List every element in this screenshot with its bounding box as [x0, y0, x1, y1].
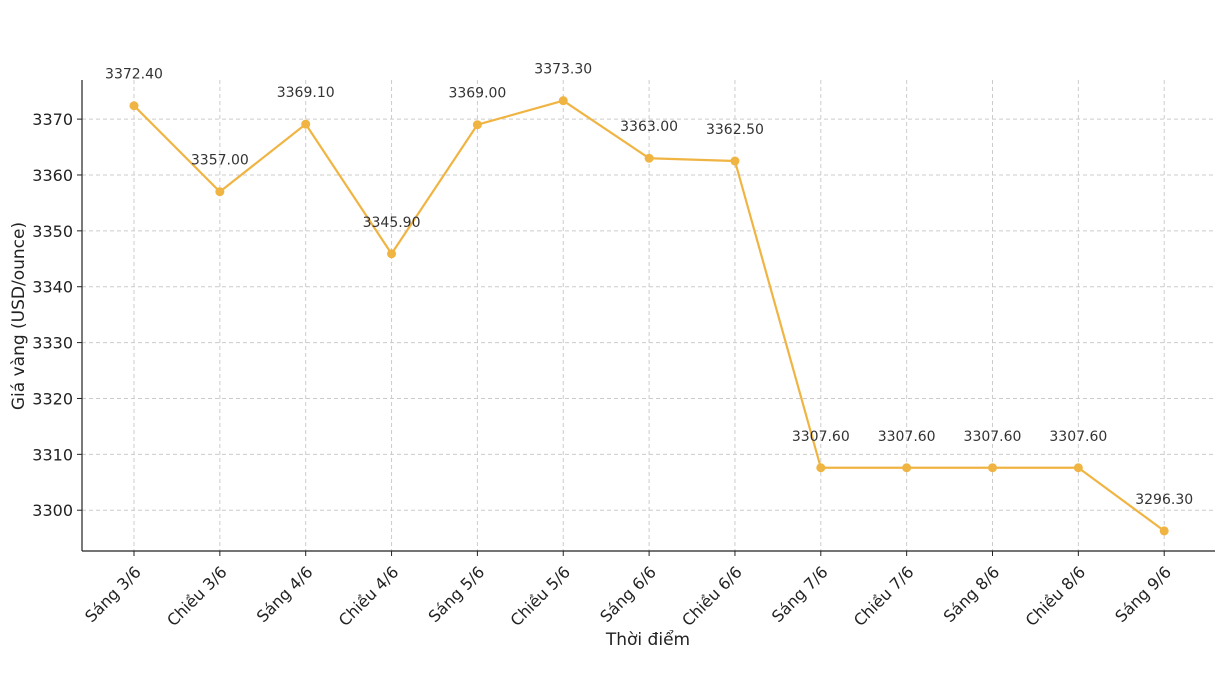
x-tick-label: Sáng 8/6 — [940, 562, 1004, 626]
x-tick-label: Sáng 3/6 — [81, 562, 145, 626]
grid-lines — [82, 80, 1215, 551]
data-label: 3372.40 — [105, 67, 163, 83]
y-tick-label: 3320 — [32, 389, 73, 408]
y-axis-title: Giá vàng (USD/ounce) — [9, 222, 29, 410]
y-tick-label: 3370 — [32, 110, 73, 129]
data-label: 3307.60 — [792, 429, 850, 445]
x-tick-label: Chiều 4/6 — [335, 562, 403, 630]
data-label: 3369.10 — [277, 85, 335, 101]
data-point — [387, 249, 397, 259]
x-tick-label: Chiều 5/6 — [506, 562, 574, 630]
y-tick-label: 3330 — [32, 334, 73, 353]
data-point — [1073, 463, 1083, 473]
data-label: 3357.00 — [191, 153, 249, 169]
data-point — [730, 156, 740, 166]
x-tick-label: Chiều 8/6 — [1022, 562, 1090, 630]
x-tick-label: Chiều 3/6 — [163, 562, 231, 630]
data-label: 3369.00 — [448, 86, 506, 102]
x-tick-label: Sáng 5/6 — [425, 562, 489, 626]
x-tick-label: Chiều 7/6 — [850, 562, 918, 630]
data-label: 3373.30 — [534, 62, 592, 78]
series-gold-price — [129, 96, 1169, 536]
x-tick-label: Sáng 6/6 — [596, 562, 660, 626]
data-point — [215, 187, 225, 197]
data-point — [558, 96, 568, 106]
data-label: 3307.60 — [964, 429, 1022, 445]
data-labels: 3372.40 3357.00 3369.10 3345.90 3369.00 3373.… — [105, 62, 1193, 508]
data-point — [301, 119, 311, 129]
data-point — [644, 153, 654, 163]
data-point — [472, 120, 482, 130]
axes — [81, 80, 1215, 552]
data-label: 3345.90 — [363, 215, 421, 231]
y-tick-label: 3310 — [32, 445, 73, 464]
x-tick-label: Chiều 6/6 — [678, 562, 746, 630]
data-label: 3296.30 — [1135, 492, 1193, 508]
data-point — [988, 463, 997, 473]
data-point — [1159, 526, 1169, 536]
y-tick-labels: 3300 3310 3320 3330 3340 3350 3360 3370 — [32, 110, 82, 520]
x-tick-label: Sáng 4/6 — [253, 562, 317, 626]
data-label: 3307.60 — [1049, 429, 1107, 445]
y-tick-label: 3360 — [32, 166, 73, 185]
data-label: 3363.00 — [620, 119, 678, 135]
y-tick-label: 3340 — [32, 278, 73, 297]
data-point — [816, 463, 826, 473]
data-point — [902, 463, 912, 473]
x-tick-labels: Sáng 3/6 Chiều 3/6 Sáng 4/6 Chiều 4/6 Sáng 5… — [81, 551, 1175, 630]
data-label: 3362.50 — [706, 122, 764, 138]
x-axis-title: Thời điểm — [605, 629, 690, 650]
y-tick-label: 3300 — [32, 501, 73, 520]
data-point — [129, 101, 139, 111]
x-tick-label: Sáng 9/6 — [1111, 562, 1175, 626]
y-tick-label: 3350 — [32, 222, 73, 241]
x-tick-label: Sáng 7/6 — [768, 562, 832, 626]
data-label: 3307.60 — [878, 429, 936, 445]
